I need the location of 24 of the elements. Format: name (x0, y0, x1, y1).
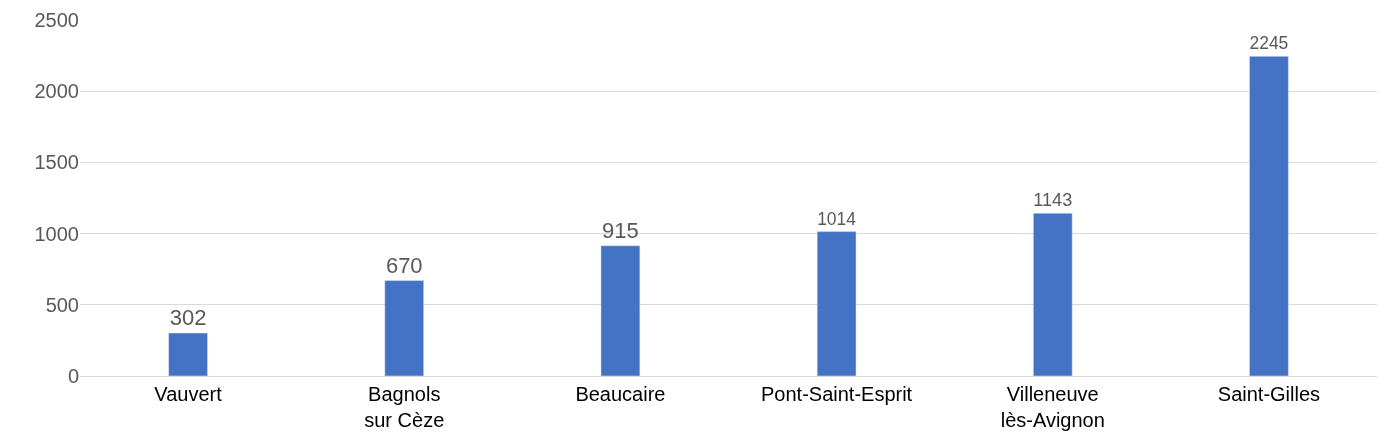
bar (816, 231, 857, 376)
data-label: 1143 (1033, 190, 1073, 211)
x-tick-label: Vauvert (154, 383, 223, 405)
bar (1249, 56, 1289, 376)
y-tick-label: 1500 (34, 151, 79, 174)
data-label: 2245 (1249, 33, 1289, 54)
x-tick-label: Villeneuve lès-Avignon (1000, 383, 1105, 431)
y-tick-label: 2000 (34, 80, 79, 103)
y-tick-label: 500 (45, 293, 79, 316)
data-label: 1014 (817, 208, 857, 229)
y-tick-label: 2500 (34, 9, 79, 31)
data-label: 670 (385, 252, 423, 278)
x-tick-label: Beaucaire (575, 383, 666, 405)
x-tick-label: Pont-Saint-Esprit (760, 383, 913, 405)
data-label: 915 (602, 217, 639, 243)
bar (168, 332, 208, 376)
bar (600, 245, 641, 376)
y-tick-label: 1000 (34, 222, 79, 245)
x-tick-label: Bagnols sur Cèze (364, 383, 445, 431)
x-tick-label: Saint-Gilles (1217, 383, 1321, 405)
y-tick-label: 0 (67, 365, 79, 387)
data-label: 302 (169, 305, 207, 330)
bar (384, 280, 424, 376)
bar (1033, 212, 1073, 376)
